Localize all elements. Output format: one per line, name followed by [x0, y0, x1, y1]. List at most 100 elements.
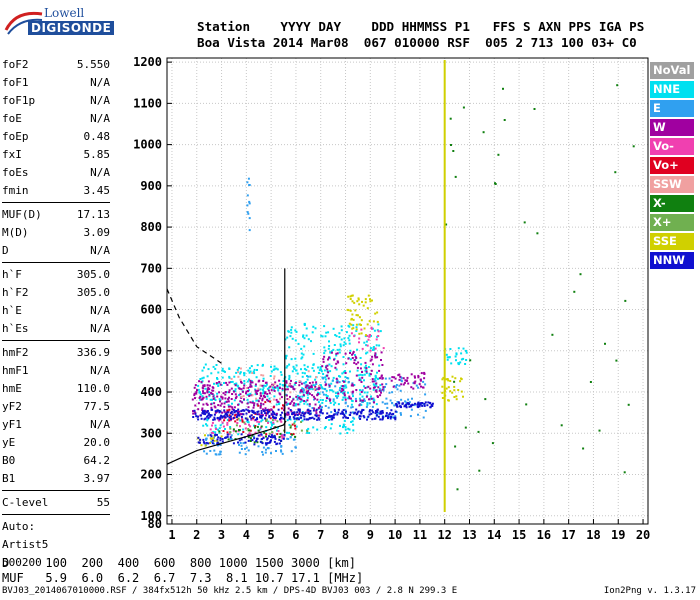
data-point [277, 387, 280, 390]
data-point [217, 371, 220, 374]
data-point [293, 383, 296, 386]
data-point [352, 416, 355, 419]
data-point [394, 410, 397, 413]
data-point [347, 427, 350, 430]
data-point [300, 352, 303, 355]
data-point [273, 389, 276, 392]
param-label: hmF1 [2, 364, 29, 377]
data-point [298, 416, 301, 419]
data-point [266, 398, 269, 401]
data-point [268, 397, 271, 400]
data-point [330, 365, 333, 368]
data-point [422, 416, 425, 419]
data-point [210, 403, 213, 406]
data-point [351, 392, 354, 395]
data-point [388, 391, 391, 394]
data-point [256, 441, 259, 444]
data-point [330, 411, 333, 414]
data-point [395, 386, 398, 389]
data-point [261, 364, 264, 367]
param-label: yF2 [2, 400, 22, 413]
data-point [204, 387, 207, 390]
data-point [307, 427, 310, 430]
data-point [207, 368, 210, 371]
data-point [494, 182, 496, 185]
data-point [357, 374, 360, 377]
data-point [450, 362, 453, 365]
data-point [446, 356, 449, 359]
param-label: h`F [2, 268, 22, 281]
data-point [398, 384, 401, 387]
data-point [455, 352, 458, 355]
data-point [249, 429, 252, 432]
data-point [228, 408, 231, 411]
data-point [256, 420, 259, 423]
data-point [268, 414, 271, 417]
data-point [429, 406, 432, 409]
param-value: N/A [90, 418, 110, 431]
data-point [231, 413, 234, 416]
data-point [240, 396, 243, 398]
data-point [212, 418, 215, 421]
data-point [300, 389, 303, 391]
data-point [381, 388, 384, 391]
data-point [300, 368, 302, 371]
data-point [345, 362, 348, 365]
data-point [352, 429, 355, 432]
data-point [379, 394, 382, 397]
data-point [212, 394, 215, 397]
data-point [462, 347, 465, 350]
data-point [417, 376, 420, 379]
data-point [423, 404, 426, 407]
param-value: 110.0 [76, 382, 110, 395]
data-point [294, 339, 297, 342]
data-point [306, 431, 309, 434]
data-point [213, 405, 216, 408]
data-point [303, 367, 306, 370]
data-point [291, 423, 294, 426]
data-point [231, 406, 234, 409]
data-point [452, 150, 455, 152]
data-point [400, 406, 402, 409]
param-label: fmin [2, 184, 29, 197]
data-point [341, 411, 344, 414]
data-point [365, 367, 368, 370]
data-point [242, 387, 245, 390]
data-point [246, 204, 249, 207]
data-point [308, 432, 311, 434]
data-point [286, 385, 289, 388]
data-point [300, 421, 303, 423]
data-point [358, 404, 361, 407]
data-point [211, 424, 213, 427]
data-point [240, 415, 243, 418]
data-point [206, 419, 209, 422]
data-point [304, 386, 307, 389]
data-point [223, 410, 226, 413]
data-point [502, 87, 504, 90]
data-point [306, 430, 309, 432]
software-version: Ion2Png v. 1.3.17 [603, 586, 696, 596]
data-point [224, 436, 227, 439]
data-point [285, 354, 288, 357]
data-point [194, 397, 196, 400]
data-point [248, 217, 251, 220]
data-point [369, 347, 372, 350]
data-point [294, 382, 297, 384]
data-point [241, 401, 244, 404]
data-point [272, 422, 275, 425]
data-point [456, 488, 459, 491]
data-point [303, 402, 306, 405]
data-point [323, 369, 326, 372]
data-point [366, 323, 369, 326]
data-point [389, 399, 392, 402]
data-point [277, 408, 280, 411]
data-point [240, 410, 243, 413]
data-point [388, 377, 391, 380]
data-point [310, 384, 313, 387]
data-point [280, 450, 283, 453]
x-tick-label: 9 [367, 528, 374, 542]
data-point [242, 442, 245, 445]
param-value: 3.97 [83, 472, 111, 485]
data-point [285, 413, 287, 416]
data-point [365, 334, 367, 337]
